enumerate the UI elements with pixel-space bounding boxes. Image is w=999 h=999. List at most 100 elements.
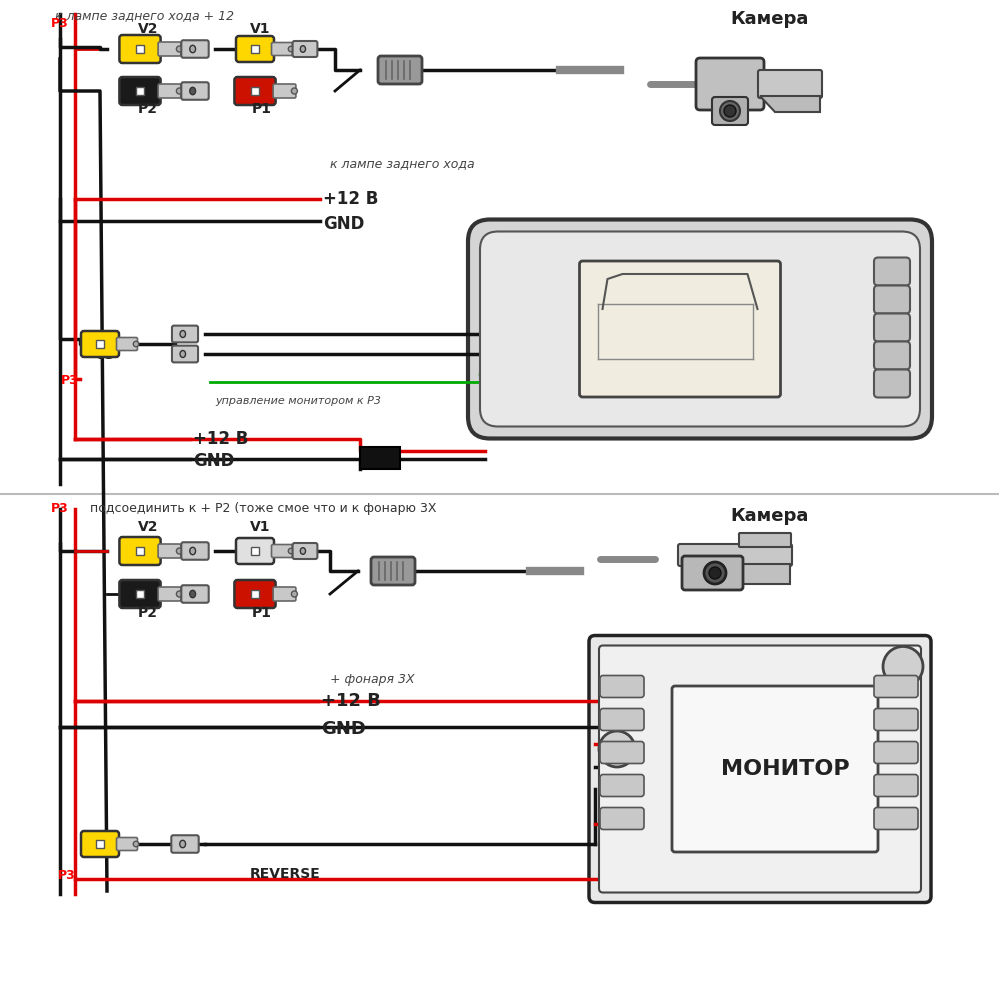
- FancyBboxPatch shape: [874, 774, 918, 796]
- FancyBboxPatch shape: [172, 346, 198, 363]
- FancyBboxPatch shape: [672, 686, 878, 852]
- FancyBboxPatch shape: [678, 544, 792, 566]
- Text: GND: GND: [193, 452, 235, 470]
- Text: V3: V3: [95, 845, 115, 859]
- Text: P3: P3: [51, 17, 69, 30]
- FancyBboxPatch shape: [682, 556, 743, 590]
- FancyBboxPatch shape: [272, 43, 293, 56]
- Bar: [251, 87, 260, 95]
- FancyBboxPatch shape: [236, 36, 274, 62]
- Ellipse shape: [292, 88, 298, 94]
- Ellipse shape: [190, 87, 196, 95]
- FancyBboxPatch shape: [874, 741, 918, 763]
- Bar: [96, 340, 104, 348]
- FancyBboxPatch shape: [874, 675, 918, 697]
- Text: V1: V1: [250, 520, 271, 534]
- FancyBboxPatch shape: [171, 835, 199, 853]
- Text: + фонаря 3X: + фонаря 3X: [330, 672, 415, 685]
- FancyBboxPatch shape: [158, 42, 181, 56]
- FancyBboxPatch shape: [600, 807, 644, 829]
- FancyBboxPatch shape: [874, 286, 910, 314]
- Ellipse shape: [292, 591, 298, 597]
- Text: REVERSE: REVERSE: [250, 867, 321, 881]
- FancyBboxPatch shape: [273, 587, 296, 601]
- FancyBboxPatch shape: [120, 580, 161, 608]
- FancyBboxPatch shape: [874, 258, 910, 286]
- Bar: [96, 840, 104, 848]
- FancyBboxPatch shape: [181, 40, 209, 58]
- Circle shape: [724, 105, 736, 117]
- Polygon shape: [760, 96, 820, 112]
- FancyBboxPatch shape: [158, 587, 181, 601]
- Circle shape: [709, 567, 721, 579]
- Ellipse shape: [177, 591, 183, 597]
- FancyBboxPatch shape: [117, 837, 138, 850]
- FancyBboxPatch shape: [468, 220, 932, 439]
- FancyBboxPatch shape: [579, 261, 780, 397]
- Text: P2: P2: [138, 102, 158, 116]
- FancyBboxPatch shape: [600, 774, 644, 796]
- Bar: [251, 589, 260, 598]
- Text: +12 В: +12 В: [193, 430, 249, 448]
- FancyBboxPatch shape: [181, 542, 209, 559]
- Ellipse shape: [177, 548, 183, 554]
- Text: P3: P3: [58, 869, 76, 882]
- Bar: [136, 45, 145, 53]
- FancyBboxPatch shape: [272, 544, 293, 557]
- Text: Камера: Камера: [731, 507, 809, 525]
- FancyBboxPatch shape: [480, 232, 920, 427]
- Text: к лампе заднего хода: к лампе заднего хода: [330, 158, 475, 171]
- FancyBboxPatch shape: [158, 544, 181, 558]
- FancyBboxPatch shape: [600, 708, 644, 730]
- Text: P3: P3: [61, 374, 79, 387]
- FancyBboxPatch shape: [81, 831, 119, 857]
- FancyBboxPatch shape: [874, 342, 910, 370]
- Text: V2: V2: [138, 520, 158, 534]
- FancyBboxPatch shape: [378, 56, 422, 84]
- FancyBboxPatch shape: [181, 585, 209, 602]
- Circle shape: [704, 562, 726, 584]
- FancyBboxPatch shape: [181, 82, 209, 100]
- Text: GND: GND: [323, 215, 365, 233]
- FancyBboxPatch shape: [712, 97, 748, 125]
- FancyBboxPatch shape: [117, 338, 138, 351]
- Bar: [136, 589, 145, 598]
- Text: GND: GND: [321, 720, 366, 738]
- FancyBboxPatch shape: [874, 314, 910, 342]
- Ellipse shape: [301, 46, 306, 52]
- Text: к лампе заднего хода + 12: к лампе заднего хода + 12: [55, 9, 234, 22]
- FancyBboxPatch shape: [739, 533, 791, 547]
- FancyBboxPatch shape: [235, 77, 276, 105]
- FancyBboxPatch shape: [158, 84, 181, 98]
- Ellipse shape: [190, 590, 196, 597]
- Text: Камера: Камера: [731, 10, 809, 28]
- FancyBboxPatch shape: [81, 331, 119, 357]
- FancyBboxPatch shape: [589, 635, 931, 902]
- Ellipse shape: [177, 88, 183, 94]
- FancyBboxPatch shape: [273, 84, 296, 98]
- FancyBboxPatch shape: [874, 807, 918, 829]
- Text: P2: P2: [138, 606, 158, 620]
- Text: V2: V2: [138, 22, 158, 36]
- Bar: [251, 547, 259, 555]
- Ellipse shape: [180, 840, 186, 848]
- FancyBboxPatch shape: [599, 645, 921, 892]
- Text: P3: P3: [51, 502, 69, 515]
- Ellipse shape: [289, 46, 294, 52]
- Text: +12 В: +12 В: [321, 692, 381, 710]
- Bar: [251, 45, 259, 53]
- FancyBboxPatch shape: [600, 675, 644, 697]
- FancyBboxPatch shape: [293, 41, 318, 57]
- FancyBboxPatch shape: [874, 370, 910, 398]
- Ellipse shape: [180, 351, 186, 358]
- Text: МОНИТОР: МОНИТОР: [720, 759, 849, 779]
- Text: V3: V3: [95, 348, 115, 362]
- FancyBboxPatch shape: [758, 70, 822, 98]
- FancyBboxPatch shape: [235, 580, 276, 608]
- Circle shape: [883, 646, 923, 686]
- Ellipse shape: [190, 45, 196, 53]
- Ellipse shape: [133, 841, 139, 847]
- Text: P1: P1: [252, 606, 272, 620]
- FancyBboxPatch shape: [696, 58, 764, 110]
- Ellipse shape: [133, 342, 139, 347]
